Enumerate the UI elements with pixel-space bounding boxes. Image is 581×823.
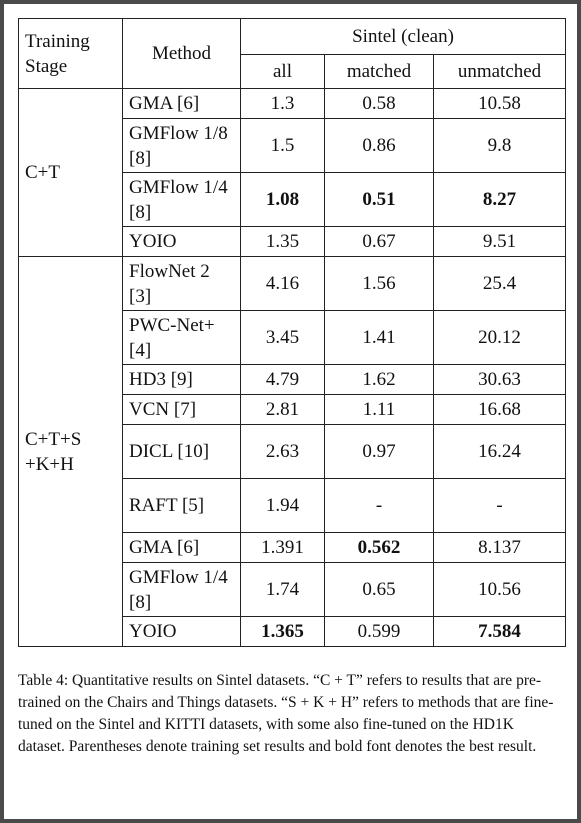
value-cell-matched: 0.97	[324, 424, 434, 479]
value-cell-matched: 0.86	[324, 118, 434, 173]
method-cell: PWC-Net+ [4]	[122, 310, 241, 365]
training-stage-cell: C+T+S +K+H	[18, 256, 123, 647]
method-cell: GMFlow 1/4 [8]	[122, 562, 241, 617]
table-row: C+T GMA [6] 1.3 0.58 10.58	[18, 88, 567, 257]
method-cell: GMFlow 1/4 [8]	[122, 172, 241, 227]
value-cell-unmatched: 16.68	[432, 394, 567, 425]
value-cell-unmatched: 8.27	[432, 172, 567, 227]
training-stage-cell: C+T	[18, 88, 123, 257]
value-cell-matched: 0.65	[324, 562, 434, 617]
method-cell: YOIO	[122, 226, 241, 257]
value-cell-unmatched: 10.56	[432, 562, 567, 617]
value-cell-unmatched: 10.58	[432, 88, 567, 119]
method-cell: HD3 [9]	[122, 364, 241, 395]
value-cell-unmatched: -	[432, 478, 567, 533]
value-cell-all: 1.391	[240, 532, 325, 563]
header-method: Method	[122, 18, 241, 89]
value-cell-unmatched: 7.584	[432, 616, 567, 647]
value-cell-unmatched: 20.12	[432, 310, 567, 365]
header-sintel-clean: Sintel (clean)	[239, 18, 567, 55]
value-cell-matched: 1.62	[324, 364, 434, 395]
value-cell-all: 1.74	[240, 562, 325, 617]
table-caption: Table 4: Quantitative results on Sintel …	[18, 672, 554, 755]
value-cell-unmatched: 8.137	[432, 532, 567, 563]
value-cell-unmatched: 25.4	[432, 256, 567, 311]
value-cell-matched: -	[324, 478, 434, 533]
value-cell-unmatched: 16.24	[432, 424, 567, 479]
method-cell: DICL [10]	[122, 424, 241, 479]
value-cell-all: 1.5	[240, 118, 325, 173]
header-all: all	[240, 54, 325, 89]
method-cell: RAFT [5]	[122, 478, 241, 533]
value-cell-matched: 0.58	[324, 88, 434, 119]
method-cell: FlowNet 2 [3]	[122, 256, 241, 311]
table-row: C+T+S +K+H FlowNet 2 [3] 4.16 1.56 25.4	[18, 256, 567, 647]
value-cell-matched: 0.562	[324, 532, 434, 563]
value-cell-all: 3.45	[240, 310, 325, 365]
value-cell-all: 1.08	[240, 172, 325, 227]
method-cell: YOIO	[122, 616, 241, 647]
table-body: C+T GMA [6] 1.3 0.58 10.58 GMFlow 1/8 [8] 1.5 0…	[18, 88, 567, 647]
header-matched: matched	[324, 54, 434, 89]
value-cell-all: 1.3	[240, 88, 325, 119]
value-cell-unmatched: 9.8	[432, 118, 567, 173]
method-cell: GMFlow 1/8 [8]	[122, 118, 241, 173]
method-cell: GMA [6]	[122, 88, 241, 119]
table-row: GMFlow 1/8 [8] 1.5 0.86 9.8	[19, 118, 567, 173]
value-cell-matched: 0.51	[324, 172, 434, 227]
value-cell-all: 1.94	[240, 478, 325, 533]
value-cell-all: 2.81	[240, 394, 325, 425]
value-cell-all: 4.16	[240, 256, 325, 311]
value-cell-unmatched: 30.63	[432, 364, 567, 395]
method-cell: GMA [6]	[122, 532, 241, 563]
value-cell-all: 2.63	[240, 424, 325, 479]
table-row: PWC-Net+ [4] 3.45 1.41 20.12	[19, 310, 567, 365]
header-training-stage: Training Stage	[18, 18, 123, 89]
table-header: Training Stage Method Sintel (clean) all…	[18, 18, 567, 89]
table-row: GMFlow 1/4 [8] 1.74 0.65 10.56	[19, 562, 567, 617]
table-row: YOIO 1.365 0.599 7.584	[19, 616, 567, 647]
value-cell-all: 1.365	[240, 616, 325, 647]
value-cell-matched: 1.11	[324, 394, 434, 425]
value-cell-matched: 0.599	[324, 616, 434, 647]
table-row: HD3 [9] 4.79 1.62 30.63	[19, 364, 567, 395]
value-cell-matched: 1.41	[324, 310, 434, 365]
method-cell: VCN [7]	[122, 394, 241, 425]
value-cell-matched: 0.67	[324, 226, 434, 257]
table-row: GMFlow 1/4 [8] 1.08 0.51 8.27	[19, 172, 567, 227]
results-table: Training Stage Method Sintel (clean) all…	[18, 18, 567, 647]
value-cell-all: 4.79	[240, 364, 325, 395]
value-cell-matched: 1.56	[324, 256, 434, 311]
header-unmatched: unmatched	[432, 54, 567, 89]
table-row: RAFT [5] 1.94- -	[19, 478, 567, 533]
table-row: DICL [10] 2.63 0.97 16.24	[19, 424, 567, 479]
value-cell-unmatched: 9.51	[432, 226, 567, 257]
value-cell-all: 1.35	[240, 226, 325, 257]
